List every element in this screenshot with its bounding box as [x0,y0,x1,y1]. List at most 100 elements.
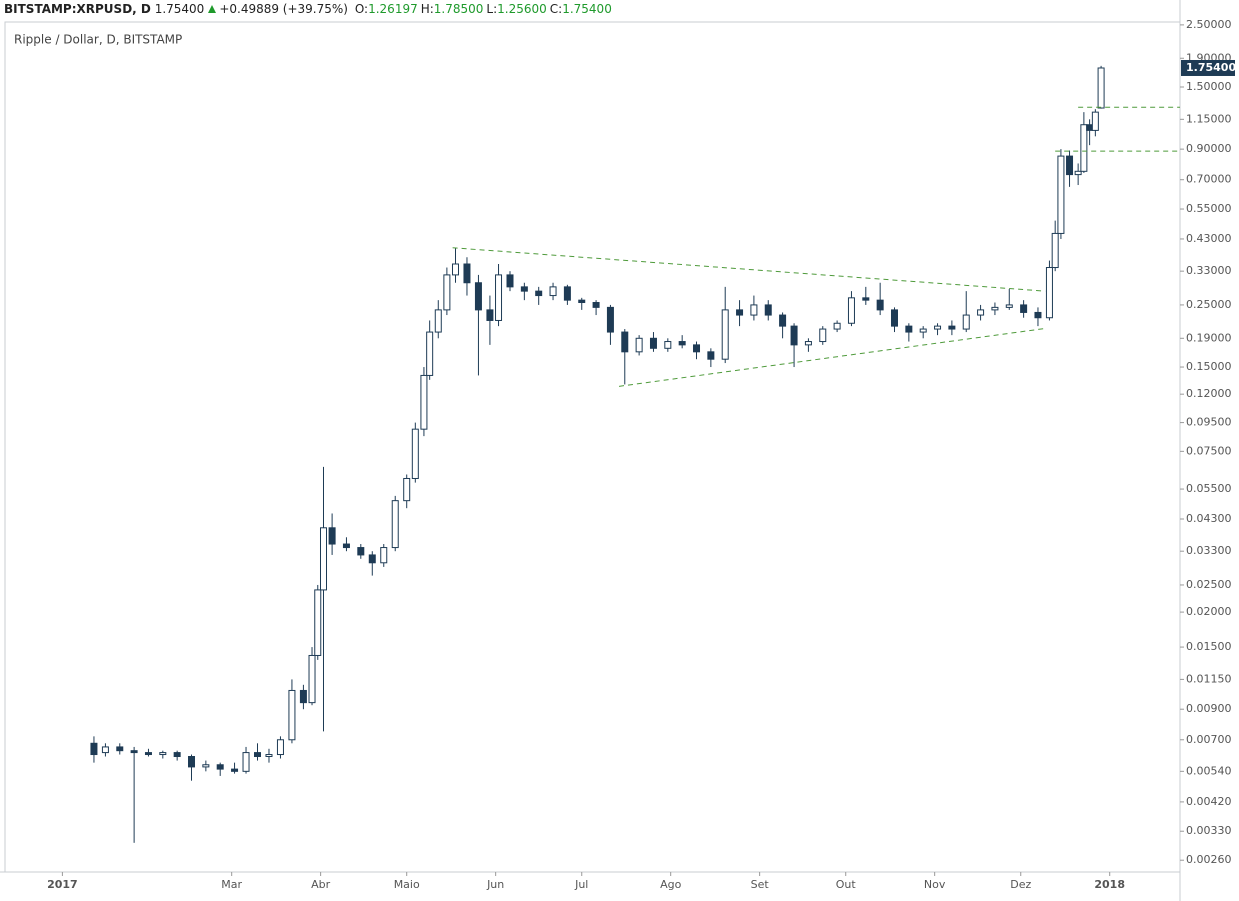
x-tick-label: Set [751,878,770,891]
candle-body [451,263,459,276]
candle-body [216,764,224,770]
last-price: 1.75400 [154,2,205,16]
chart-title: Ripple / Dollar, D, BITSTAMP [14,33,182,47]
candle-body [1020,304,1028,313]
change: +0.49889 (+39.75%) [219,2,348,16]
candle-body [736,309,744,316]
y-tick-label: 0.00420 [1186,795,1232,808]
candle-body [434,309,442,333]
candle-body [721,309,729,360]
candle-body [1057,155,1065,234]
trendline [452,247,1046,292]
candle-body [144,752,152,756]
y-tick-label: 0.02000 [1186,605,1232,618]
candle-body [1097,67,1105,109]
candle-body [1091,111,1099,131]
candle-body [847,297,855,324]
x-tick-label: Maio [394,878,420,891]
ohlc-key: L: [486,2,498,16]
candle-body [707,351,715,360]
last-price-box [1181,59,1235,76]
candle-body [876,299,884,311]
candle-body [314,589,322,656]
candle-body [231,768,239,772]
last-price-label: 1.75400 [1186,61,1236,74]
y-tick-label: 1.50000 [1186,80,1232,93]
y-tick-label: 0.00330 [1186,824,1232,837]
candle-body [159,752,167,756]
candle-body [750,304,758,316]
candle-body [368,554,376,564]
candle-body [764,304,772,316]
y-tick-label: 0.04300 [1186,512,1232,525]
ohlc-value: 1.26197 [368,2,418,16]
symbol-header: BITSTAMP:XRPUSD, D 1.75400 +0.49889 (+39.… [4,1,618,18]
x-tick-label: Abr [311,878,331,891]
y-tick-label: 0.00260 [1186,853,1232,866]
candle-body [934,325,942,330]
candle-body [308,654,316,704]
y-tick-label: 0.01500 [1186,640,1232,653]
candles [90,65,1105,843]
y-tick-label: 0.33000 [1186,264,1232,277]
candle-body [635,337,643,353]
candle-body [549,286,557,297]
candle-body [90,742,98,756]
candle-body [1080,124,1088,172]
x-tick-label: Nov [924,878,946,891]
y-tick-label: 1.15000 [1186,112,1232,125]
candle-body [328,527,336,545]
candle-body [265,754,273,758]
candle-body [948,325,956,330]
candle-body [1034,311,1042,319]
y-tick-label: 0.01150 [1186,672,1232,685]
candle-body [254,752,262,758]
candle-body [319,527,327,591]
candle-body [833,322,841,330]
candle-body [188,756,196,768]
x-tick-label: 2017 [47,878,78,891]
candle-body [977,309,985,316]
x-tick-label: Mar [221,878,242,891]
candle-body [919,328,927,333]
candle-body [391,500,399,549]
candle-body [463,263,471,284]
candle-body [819,328,827,343]
candle-body [342,543,350,549]
ohlc: O:1.26197 H:1.78500 L:1.25600 C:1.75400 [355,2,615,16]
candle-body [1045,267,1053,319]
ohlc-value: 1.75400 [562,2,612,16]
x-tick-label: Jun [486,878,504,891]
candle-body [962,314,970,330]
candle-body [1005,304,1013,308]
ohlc-value: 1.78500 [433,2,484,16]
candle-body [606,306,614,333]
x-tick-label: Out [836,878,857,891]
candle-body [420,374,428,430]
y-tick-label: 0.15000 [1186,360,1232,373]
candle-body [862,297,870,301]
y-tick-label: 0.00900 [1186,702,1232,715]
candle-body [506,274,514,288]
y-tick-label: 0.03300 [1186,544,1232,557]
candle-body [1051,232,1059,269]
candle-body [130,750,138,754]
candle-body [621,331,629,353]
candle-body [116,746,124,752]
y-tick-label: 0.90000 [1186,142,1232,155]
y-tick-label: 0.55000 [1186,202,1232,215]
candle-body [426,331,434,376]
plot-border [4,21,1181,873]
y-tick-label: 0.05500 [1186,482,1232,495]
candle-body [443,274,451,311]
ohlc-key: C: [549,2,563,16]
ohlc-key: H: [420,2,434,16]
y-tick-label: 0.43000 [1186,232,1232,245]
candle-body [779,314,787,327]
candle-body [693,344,701,353]
x-tick-label: Ago [660,878,682,891]
trendline [618,327,1046,387]
